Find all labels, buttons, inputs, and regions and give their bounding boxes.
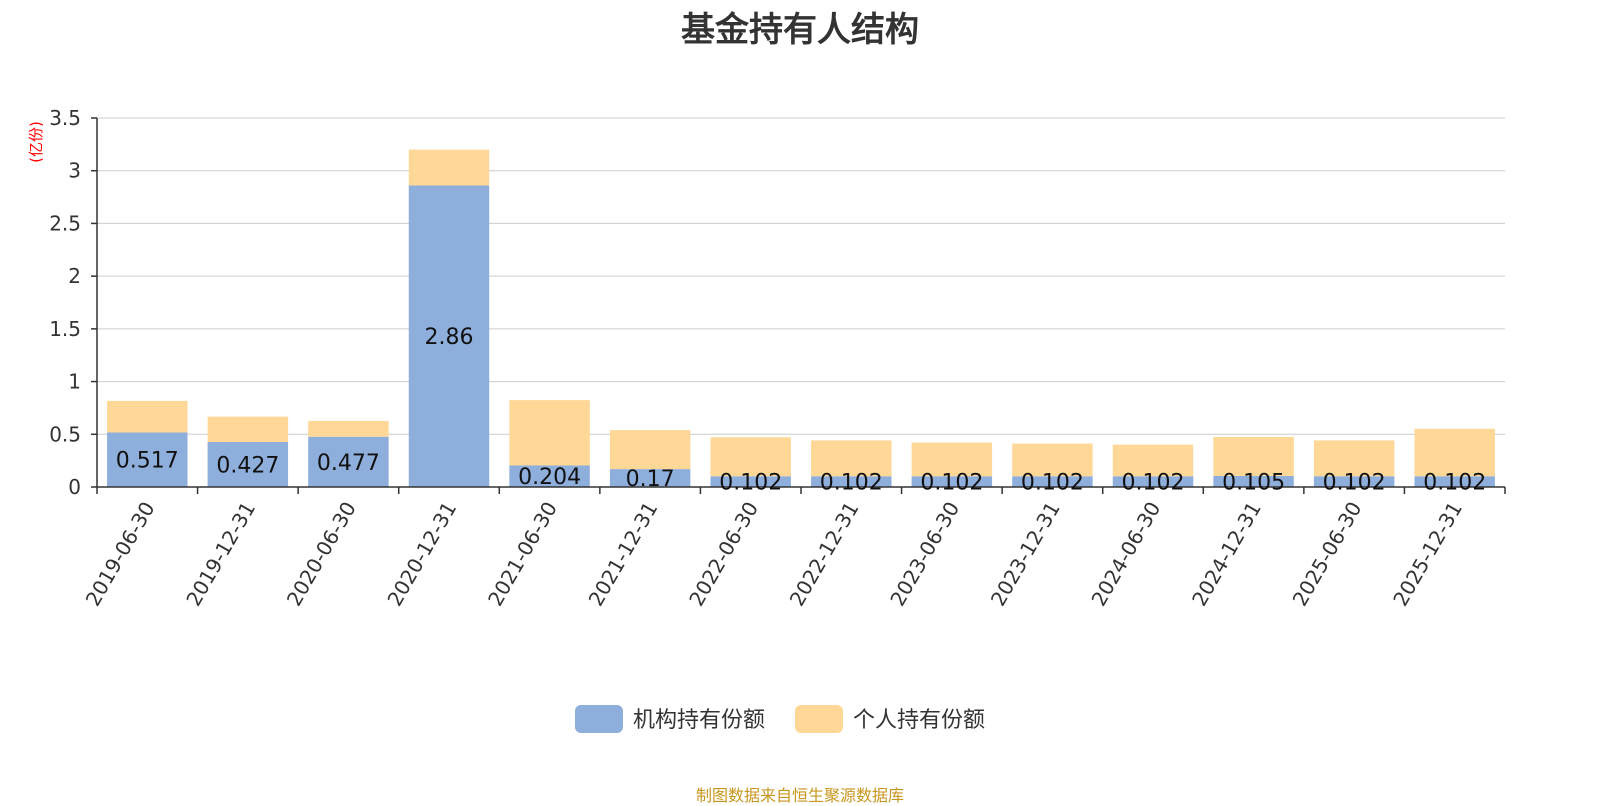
bar-individual xyxy=(1313,440,1395,477)
bar-individual xyxy=(1112,444,1194,477)
y-tick-label: 0 xyxy=(68,475,81,499)
bar-institutional xyxy=(811,476,892,487)
bar-individual xyxy=(1012,443,1093,477)
y-unit-label: (亿份) xyxy=(27,121,45,163)
source-note: 制图数据来自恒生聚源数据库 xyxy=(695,786,904,805)
bar-institutional xyxy=(107,432,188,487)
x-tick-label: 2020-06-30 xyxy=(282,498,361,611)
bar-individual xyxy=(710,437,791,477)
bar-individual xyxy=(1213,436,1294,476)
bar-individual xyxy=(911,442,993,477)
y-tick-label: 2.5 xyxy=(49,211,81,235)
legend-label-institutional: 机构持有份额 xyxy=(633,708,765,733)
data-label: 0.105 xyxy=(1222,470,1285,495)
axes: 0 0.5 1 1.5 2 2.5 3 3.5(亿份) 2019-06-30 2019-12-31… xyxy=(27,106,1506,611)
data-label: 0.517 xyxy=(116,449,179,474)
bar-individual xyxy=(207,416,289,442)
bars xyxy=(107,149,1495,487)
x-tick-label: 2020-12-31 xyxy=(382,498,461,611)
x-tick-label: 2019-12-31 xyxy=(181,498,260,611)
bar-institutional xyxy=(1313,476,1395,487)
x-tick-label: 2022-06-30 xyxy=(684,498,763,611)
x-tick-label: 2024-06-30 xyxy=(1086,498,1165,611)
data-label: 0.102 xyxy=(1021,471,1084,496)
data-label: 0.102 xyxy=(820,471,883,496)
bar-individual xyxy=(408,149,490,186)
x-tick-label: 2024-12-31 xyxy=(1187,498,1266,611)
x-tick-label: 2023-06-30 xyxy=(885,498,964,611)
x-tick-label: 2021-06-30 xyxy=(483,498,562,611)
y-tick-label: 2 xyxy=(68,264,81,288)
bar-individual xyxy=(1414,428,1495,477)
x-tick-label: 2021-12-31 xyxy=(584,498,663,611)
bar-institutional xyxy=(911,476,993,487)
legend-swatch-institutional xyxy=(575,705,623,733)
data-labels: 0.517 0.427 0.477 2.86 0.204 0.17 0.102 0.102 0.… xyxy=(116,325,1486,495)
y-tick-label: 1.5 xyxy=(49,317,81,341)
data-label: 0.204 xyxy=(518,465,581,490)
bar-institutional xyxy=(710,476,791,487)
bar-institutional xyxy=(1112,476,1194,487)
data-label: 2.86 xyxy=(425,325,474,350)
legend-swatch-individual xyxy=(795,705,843,733)
y-tick-label: 1 xyxy=(68,370,81,394)
bar-individual xyxy=(107,400,188,433)
chart-title: 基金持有人结构 xyxy=(681,10,919,50)
y-tick-label: 3 xyxy=(68,159,81,183)
legend: 机构持有份额 个人持有份额 xyxy=(575,705,985,733)
bar-individual xyxy=(509,400,590,466)
x-tick-label: 2019-06-30 xyxy=(81,498,160,611)
bar-individual xyxy=(308,420,389,437)
bar-institutional xyxy=(1012,476,1093,487)
data-label: 0.17 xyxy=(626,467,675,492)
bar-institutional xyxy=(408,185,490,487)
y-tick-label: 0.5 xyxy=(49,422,81,446)
data-label: 0.102 xyxy=(1323,471,1386,496)
data-label: 0.102 xyxy=(719,471,782,496)
bar-institutional xyxy=(609,469,691,487)
data-label: 0.102 xyxy=(920,471,983,496)
data-label: 0.427 xyxy=(216,453,279,478)
data-label: 0.477 xyxy=(317,451,380,476)
x-tick-label: 2022-12-31 xyxy=(785,498,864,611)
bar-institutional xyxy=(509,465,590,487)
data-label: 0.102 xyxy=(1423,471,1486,496)
x-tick-label: 2025-12-31 xyxy=(1388,498,1467,611)
x-tick-label: 2025-06-30 xyxy=(1288,498,1367,611)
legend-label-individual: 个人持有份额 xyxy=(853,708,985,733)
bar-institutional xyxy=(308,436,389,487)
grid-lines xyxy=(97,117,1505,435)
bar-individual xyxy=(609,430,691,470)
bar-institutional xyxy=(1213,475,1294,487)
y-tick-label: 3.5 xyxy=(49,106,81,130)
x-tick-label: 2023-12-31 xyxy=(986,498,1065,611)
bar-individual xyxy=(811,440,892,477)
bar-institutional xyxy=(207,441,289,487)
bar-institutional xyxy=(1414,476,1495,487)
data-label: 0.102 xyxy=(1122,471,1185,496)
